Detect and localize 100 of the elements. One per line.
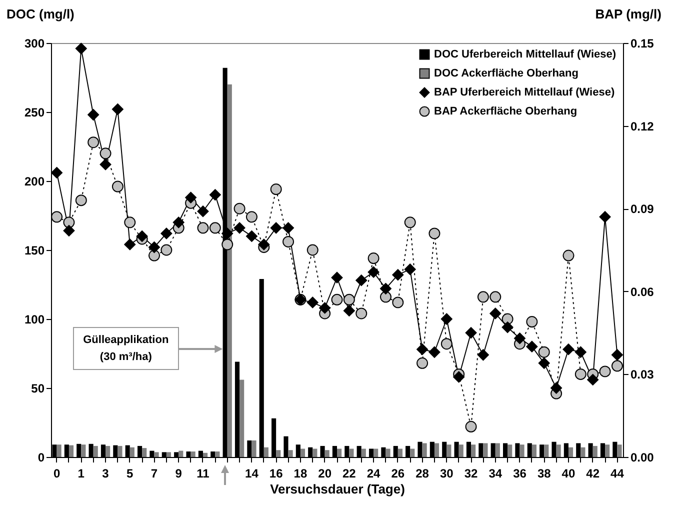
bar <box>130 447 134 457</box>
y-tick-label: 150 <box>24 244 45 258</box>
bar <box>556 444 561 457</box>
bar <box>190 451 196 457</box>
x-tick-label: 30 <box>440 466 454 480</box>
point <box>209 189 221 201</box>
y-tick-label: 250 <box>24 106 45 120</box>
x-tick-label: 38 <box>537 466 552 480</box>
point <box>502 322 514 334</box>
x-tick-label: 44 <box>610 466 624 480</box>
point <box>611 349 623 361</box>
y-axis-title: DOC (mg/l) <box>6 6 74 22</box>
point <box>246 211 258 223</box>
point <box>270 184 282 196</box>
bar <box>142 448 147 457</box>
y-tick-label: 0 <box>38 450 45 464</box>
point <box>404 264 416 276</box>
point <box>306 244 318 256</box>
point <box>368 252 380 264</box>
point <box>392 296 404 308</box>
point <box>356 308 368 320</box>
point <box>490 291 502 303</box>
point <box>258 238 270 250</box>
point <box>526 316 538 328</box>
bar <box>324 450 330 457</box>
point <box>599 366 611 378</box>
point <box>574 368 586 380</box>
point <box>538 346 550 358</box>
bar <box>68 445 74 457</box>
point <box>185 192 197 204</box>
point <box>392 269 404 281</box>
point <box>562 250 574 262</box>
bar <box>568 447 574 457</box>
bar <box>81 444 86 457</box>
legend-label: BAP Ackerfläche Oberhang <box>434 106 578 118</box>
point <box>514 332 526 344</box>
bar <box>374 448 378 457</box>
point <box>160 244 172 256</box>
point <box>209 222 221 234</box>
y2-tick-label: 0.15 <box>630 36 654 50</box>
bar <box>178 450 184 457</box>
x-tick-label: 9 <box>175 466 182 480</box>
y2-tick-label: 0.00 <box>630 450 654 464</box>
y-tick-label: 300 <box>24 36 45 50</box>
bar <box>312 448 318 457</box>
y2-tick-label: 0.06 <box>630 284 654 299</box>
point <box>100 158 112 170</box>
y-tick-label: 200 <box>24 174 45 188</box>
point <box>124 216 136 228</box>
bar <box>276 450 281 457</box>
x-tick-label: 11 <box>196 466 210 480</box>
bar <box>544 444 549 457</box>
point <box>490 308 502 320</box>
bar <box>483 443 488 457</box>
point <box>550 382 562 394</box>
point <box>331 294 343 306</box>
point <box>404 216 416 228</box>
point <box>416 357 428 369</box>
x-tick-label: 7 <box>150 466 158 480</box>
bar <box>154 452 159 457</box>
x-tick-label: 26 <box>391 466 405 480</box>
point <box>63 224 75 236</box>
x-axis-title: Versuchsdauer (Tage) <box>270 482 405 496</box>
point <box>380 282 392 294</box>
point <box>477 349 489 361</box>
bar <box>56 444 62 457</box>
bar <box>398 448 402 457</box>
bar <box>434 443 440 457</box>
x-tick-label: 28 <box>416 466 430 480</box>
point <box>356 274 368 286</box>
bar <box>202 452 208 457</box>
point <box>282 222 294 234</box>
point <box>428 228 440 240</box>
point <box>587 374 599 386</box>
x-tick-label: 36 <box>513 466 527 480</box>
point <box>343 294 355 306</box>
x-tick-label: 1 <box>78 466 85 480</box>
point <box>477 291 489 303</box>
point <box>222 238 234 250</box>
y2-tick-label: 0.03 <box>630 368 654 382</box>
point <box>234 202 246 214</box>
annotation: Gülleapplikation (30 m³/ha) <box>72 327 179 370</box>
point <box>148 250 160 262</box>
bar <box>446 444 452 457</box>
bar <box>118 446 122 457</box>
x-tick-label: 18 <box>294 466 308 480</box>
x-tick-label: 32 <box>464 466 478 480</box>
legend-label: DOC Ackerfläche Oberhang <box>434 68 578 80</box>
bar <box>215 451 220 457</box>
point <box>124 238 136 250</box>
bar <box>166 452 172 457</box>
point <box>440 338 452 350</box>
point <box>562 344 574 356</box>
point <box>112 180 124 192</box>
x-tick-label: 16 <box>269 466 284 480</box>
x-tick-label: 24 <box>366 466 381 480</box>
legend-label: DOC Uferbereich Mittellauf (Wiese) <box>434 48 616 60</box>
bar <box>520 444 524 457</box>
point <box>234 222 246 234</box>
y-tick-label: 100 <box>24 312 45 326</box>
